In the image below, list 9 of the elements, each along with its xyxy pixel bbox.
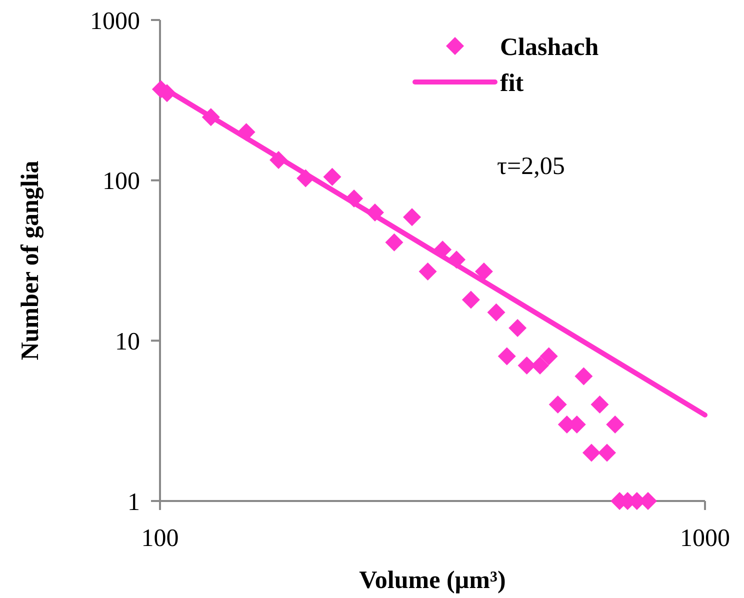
- legend-label: fit: [500, 70, 524, 97]
- y-tick-label: 1: [128, 488, 140, 516]
- legend-label: Clashach: [500, 34, 599, 61]
- annotation: τ=2,05: [497, 153, 565, 180]
- y-tick-label: 100: [102, 168, 140, 196]
- y-axis-title: Number of ganglia: [17, 160, 44, 360]
- y-tick-label: 10: [115, 328, 140, 356]
- x-axis-title: Volume (µm³): [359, 567, 506, 594]
- y-tick-label: 1000: [90, 8, 140, 35]
